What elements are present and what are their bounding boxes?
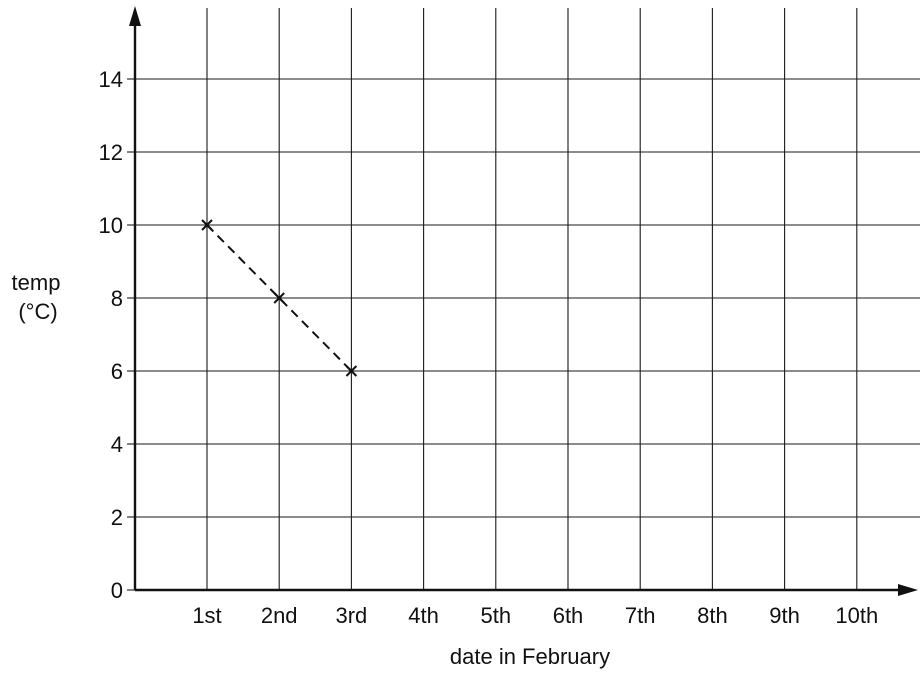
x-axis-arrowhead <box>898 584 918 596</box>
data-point-cross-stroke <box>273 292 285 304</box>
x-tick-label: 1st <box>192 603 221 628</box>
axes <box>129 6 918 596</box>
data-point-cross-stroke <box>201 219 213 231</box>
x-tick-label: 4th <box>408 603 439 628</box>
x-tick-label: 7th <box>625 603 656 628</box>
data-point <box>345 365 358 377</box>
data-series <box>201 219 358 377</box>
x-axis-label: date in February <box>450 644 610 669</box>
y-axis-arrowhead <box>129 6 141 26</box>
tick-labels: 0 2 4 6 8 10 12 14 1st 2nd 3rd 4th 5th 6th 7th 8th 9th 10… <box>99 67 879 628</box>
y-tick-label: 12 <box>99 140 123 165</box>
y-axis-label-line-2: (°C) <box>18 299 57 324</box>
y-tick-label: 14 <box>99 67 123 92</box>
y-tick-label: 0 <box>111 578 123 603</box>
y-tick-label: 4 <box>111 432 123 457</box>
y-tick-label: 10 <box>99 213 123 238</box>
x-tick-label: 2nd <box>261 603 298 628</box>
y-tick-label: 2 <box>111 505 123 530</box>
y-axis-label-line-1: temp <box>12 270 61 295</box>
x-tick-label: 9th <box>769 603 800 628</box>
data-point <box>273 292 285 304</box>
grid <box>127 8 920 591</box>
data-point-cross-stroke <box>345 365 358 377</box>
x-tick-label: 6th <box>553 603 584 628</box>
y-tick-label: 8 <box>111 286 123 311</box>
x-tick-label: 5th <box>481 603 512 628</box>
y-tick-label: 6 <box>111 359 123 384</box>
series-line <box>206 224 353 372</box>
x-tick-label: 8th <box>697 603 728 628</box>
x-tick-label: 3rd <box>336 603 368 628</box>
data-point <box>201 219 213 231</box>
x-tick-label: 10th <box>835 603 878 628</box>
